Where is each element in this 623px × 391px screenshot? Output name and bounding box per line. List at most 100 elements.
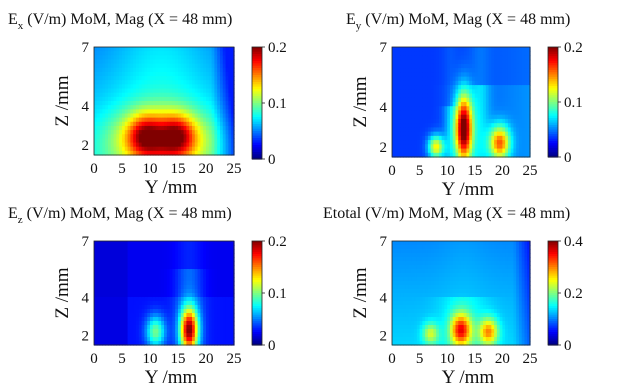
heatmap-cell <box>108 101 112 106</box>
heatmap-cell <box>408 329 412 334</box>
heatmap-cell <box>411 106 415 112</box>
heatmap-cell <box>189 253 193 258</box>
heatmap-cell <box>110 333 115 338</box>
heatmap-cell <box>461 114 465 120</box>
heatmap-cell <box>116 71 120 77</box>
heatmap-cell <box>400 289 404 294</box>
heatmap-cell <box>141 265 145 270</box>
heatmap-cell <box>119 142 123 148</box>
heatmap-cell <box>392 110 396 116</box>
heatmap-cell <box>186 265 190 270</box>
heatmap-cell <box>152 305 157 310</box>
heatmap-cell <box>175 325 179 330</box>
heatmap-cell <box>394 85 399 90</box>
colorbar-segment <box>548 150 558 154</box>
heatmap-cell <box>183 125 187 131</box>
heatmap-cell <box>505 85 509 90</box>
heatmap-cell <box>521 102 526 107</box>
heatmap-cell <box>425 135 429 141</box>
heatmap-cell <box>463 118 468 124</box>
heatmap-cell <box>192 301 196 306</box>
heatmap-cell <box>458 241 462 246</box>
heatmap-cell <box>155 142 159 148</box>
heatmap-cell <box>192 241 196 246</box>
heatmap-cell <box>394 297 399 302</box>
heatmap-cell <box>441 245 446 250</box>
heatmap-cell <box>463 265 468 270</box>
heatmap-cell <box>96 241 101 246</box>
heatmap-cell <box>455 269 459 274</box>
heatmap-cell <box>222 305 227 310</box>
heatmap-cell <box>466 333 470 338</box>
heatmap-cell <box>494 140 498 145</box>
heatmap-cell <box>144 241 148 246</box>
heatmap-cell <box>228 337 232 342</box>
colorbar-segment <box>252 154 262 158</box>
heatmap-cell <box>178 337 182 342</box>
heatmap-cell <box>192 285 196 290</box>
heatmap-cell <box>144 146 148 152</box>
heatmap-cell <box>400 265 404 270</box>
heatmap-cell <box>152 341 157 346</box>
heatmap-cell <box>438 341 443 346</box>
heatmap-cell <box>164 125 168 131</box>
heatmap-cell <box>186 341 190 346</box>
heatmap-cell <box>164 337 168 342</box>
chart-title-rest: (V/m) MoM, Mag (X = 48 mm) <box>23 11 232 28</box>
heatmap-cell <box>469 127 473 133</box>
heatmap-cell <box>485 63 490 69</box>
heatmap-cell <box>186 84 190 90</box>
heatmap-cell <box>122 130 126 135</box>
heatmap-cell <box>461 301 465 306</box>
colorbar-segment <box>548 63 558 66</box>
heatmap-cell <box>175 285 179 290</box>
heatmap-cell <box>161 138 165 144</box>
heatmap-cell <box>172 293 176 298</box>
colorbar-tick-label: 0.2 <box>268 234 287 250</box>
heatmap-cell <box>130 333 134 338</box>
heatmap-cell <box>105 105 109 110</box>
heatmap-cell <box>169 51 173 56</box>
heatmap-cell <box>94 289 98 294</box>
heatmap-cell <box>189 71 193 77</box>
heatmap-cell <box>155 273 159 278</box>
heatmap-cell <box>427 144 432 150</box>
heatmap-cell <box>397 76 401 82</box>
heatmap-cell <box>491 63 495 69</box>
heatmap-cell <box>105 313 109 318</box>
heatmap-cell <box>463 76 468 82</box>
heatmap-cell <box>480 85 484 90</box>
heatmap-cell <box>138 109 143 115</box>
heatmap-cell <box>155 125 159 131</box>
heatmap-cell <box>180 337 185 342</box>
heatmap-cell <box>96 117 101 123</box>
heatmap-cell <box>222 117 227 123</box>
heatmap-cell <box>211 80 215 85</box>
heatmap-cell <box>441 59 446 65</box>
heatmap-cell <box>169 92 173 98</box>
heatmap-cell <box>152 289 157 294</box>
heatmap-cell <box>414 63 418 69</box>
heatmap-cell <box>189 142 193 148</box>
heatmap-cell <box>189 130 193 135</box>
heatmap-cell <box>430 110 434 116</box>
heatmap-cell <box>99 341 103 346</box>
heatmap-cell <box>405 72 410 78</box>
heatmap-cell <box>169 313 173 318</box>
heatmap-cell <box>186 329 190 334</box>
heatmap-cell <box>155 297 159 302</box>
heatmap-cell <box>116 285 120 290</box>
heatmap-cell <box>225 321 229 326</box>
heatmap-cell <box>469 110 473 116</box>
heatmap-cell <box>102 125 106 131</box>
heatmap-cell <box>499 102 503 107</box>
heatmap-cell <box>189 96 193 102</box>
heatmap-cell <box>405 152 410 158</box>
heatmap-cell <box>419 261 423 266</box>
heatmap-cell <box>427 55 432 61</box>
heatmap-cell <box>505 63 509 69</box>
heatmap-cell <box>416 114 421 120</box>
heatmap-cell <box>405 269 410 274</box>
heatmap-cell <box>394 63 399 69</box>
